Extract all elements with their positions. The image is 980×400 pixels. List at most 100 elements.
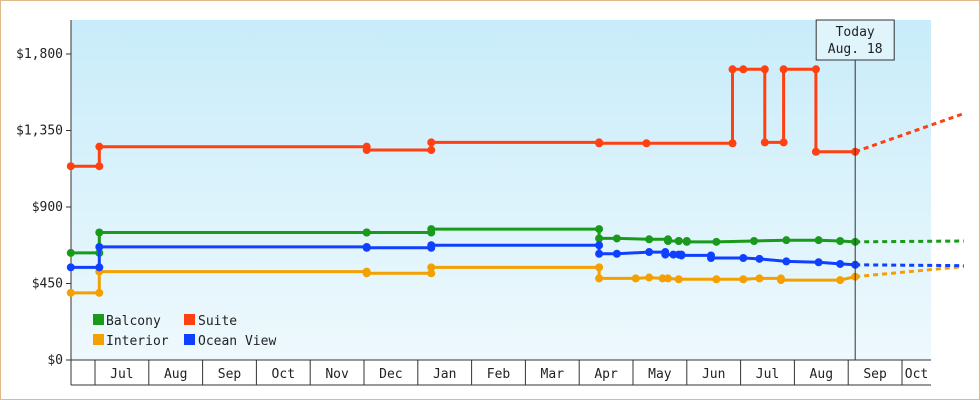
data-point-balcony <box>362 228 371 237</box>
today-label: Today <box>836 25 875 40</box>
data-point-interior <box>362 269 371 278</box>
data-point-suite <box>779 138 788 147</box>
today-label-box <box>815 19 895 61</box>
data-point-ocean-view <box>739 254 748 262</box>
data-point-suite <box>66 162 75 171</box>
today-marker: Today Aug. 18 <box>815 19 895 360</box>
data-point-interior <box>645 273 654 282</box>
data-point-balcony <box>612 234 621 243</box>
data-point-interior <box>427 269 436 278</box>
legend: Balcony Suite Interior Ocean View <box>93 314 276 349</box>
forecast-line-suite <box>854 112 965 154</box>
data-point-interior <box>776 276 785 285</box>
x-tick-label: Oct <box>905 367 928 382</box>
data-point-interior <box>755 274 764 283</box>
data-point-ocean-view <box>836 259 845 268</box>
x-tick-label: Jan <box>433 367 456 382</box>
y-tick-label: $0 <box>47 353 63 368</box>
x-tick-label: Oct <box>272 367 295 382</box>
data-point-balcony <box>663 237 672 245</box>
data-point-balcony <box>712 237 721 246</box>
data-point-balcony <box>836 237 845 245</box>
x-tick-label: Dec <box>379 367 402 382</box>
data-point-suite <box>362 146 371 155</box>
data-point-balcony <box>814 236 823 245</box>
legend-label-balcony: Balcony <box>106 314 161 329</box>
data-point-ocean-view <box>427 241 436 250</box>
data-point-ocean-view <box>661 250 670 259</box>
x-tick-label: Jun <box>702 367 725 382</box>
data-point-suite <box>760 138 769 147</box>
data-point-balcony <box>95 228 104 237</box>
data-point-suite <box>642 139 651 148</box>
x-tick-label: May <box>648 367 672 382</box>
data-point-ocean-view <box>595 241 604 250</box>
x-tick-label: Sep <box>863 367 887 382</box>
x-tick-label: Sep <box>218 367 242 382</box>
data-point-interior <box>95 288 104 297</box>
data-point-ocean-view <box>595 249 604 258</box>
data-point-ocean-view <box>612 249 621 258</box>
data-point-balcony <box>595 234 604 243</box>
data-point-suite <box>427 138 436 147</box>
data-point-ocean-view <box>782 257 791 266</box>
y-tick-label: $1,350 <box>16 124 63 139</box>
data-point-interior <box>836 276 845 285</box>
data-point-balcony <box>674 237 683 245</box>
x-tick-label: Aug <box>810 367 833 382</box>
legend-swatch-interior <box>93 334 104 345</box>
data-point-ocean-view <box>645 248 654 257</box>
legend-swatch-suite <box>184 314 195 325</box>
data-point-ocean-view <box>814 258 823 267</box>
data-point-interior <box>595 263 604 272</box>
x-tick-label: Nov <box>325 367 349 382</box>
data-point-interior <box>674 275 683 284</box>
legend-swatch-balcony <box>93 314 104 325</box>
forecast-line-balcony <box>855 239 964 244</box>
data-point-interior <box>663 274 672 283</box>
data-point-suite <box>95 142 104 151</box>
data-point-suite <box>811 147 820 156</box>
data-point-suite <box>427 146 436 155</box>
data-point-interior <box>427 263 436 272</box>
forecast-line-interior <box>855 265 965 279</box>
data-point-suite <box>760 65 769 74</box>
data-point-balcony <box>427 225 436 234</box>
x-tick-label: Mar <box>541 367 565 382</box>
y-tick-label: $450 <box>32 277 63 292</box>
data-point-balcony <box>750 237 759 245</box>
forecast-line-ocean-view <box>855 263 964 268</box>
y-axis: $0 $450 $900 $1,350 $1,800 <box>16 20 72 385</box>
x-tick-label: Feb <box>487 367 511 382</box>
y-tick-label: $1,800 <box>16 47 63 62</box>
data-point-suite <box>811 65 820 74</box>
data-point-ocean-view <box>95 263 104 272</box>
legend-swatch-ocean-view <box>184 334 195 345</box>
x-tick-label: Aug <box>164 367 187 382</box>
data-point-ocean-view <box>677 251 686 260</box>
data-point-suite <box>728 139 737 148</box>
x-tick-label: Jul <box>110 367 133 382</box>
legend-label-interior: Interior <box>106 334 169 349</box>
data-point-ocean-view <box>707 254 716 262</box>
data-point-balcony <box>782 236 791 245</box>
data-point-interior <box>712 275 721 284</box>
data-point-suite <box>728 65 737 74</box>
data-point-interior <box>631 274 640 283</box>
legend-label-ocean-view: Ocean View <box>198 334 276 349</box>
data-point-interior <box>66 288 75 297</box>
data-point-ocean-view <box>95 242 104 251</box>
plot-background <box>71 20 931 360</box>
x-tick-label: Apr <box>594 367 618 382</box>
series-lines <box>66 65 965 297</box>
legend-label-suite: Suite <box>198 314 237 329</box>
data-point-interior <box>739 275 748 284</box>
data-point-ocean-view <box>362 243 371 252</box>
data-point-balcony <box>595 225 604 234</box>
data-point-suite <box>595 139 604 148</box>
data-point-balcony <box>682 237 691 246</box>
today-date: Aug. 18 <box>828 42 883 57</box>
x-tick-label: Jul <box>756 367 779 382</box>
data-point-suite <box>739 65 748 74</box>
